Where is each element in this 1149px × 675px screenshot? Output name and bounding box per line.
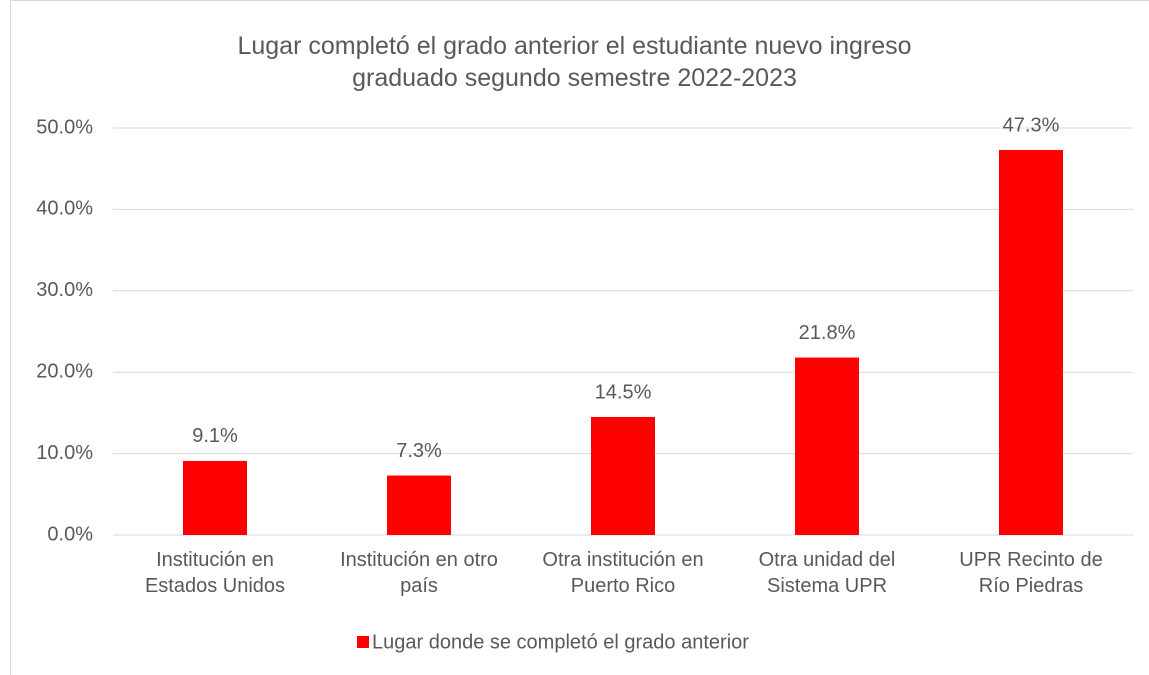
data-label: 14.5% [595, 381, 652, 403]
bar [999, 149, 1063, 535]
bar [591, 416, 655, 535]
y-tick-label: 40.0% [36, 198, 93, 220]
y-tick-label: 0.0% [47, 523, 93, 545]
bar [387, 475, 451, 535]
x-tick-label: Institución en otro país [340, 549, 498, 597]
legend-swatch [357, 636, 369, 648]
chart-border [10, 0, 1149, 675]
data-label: 7.3% [396, 440, 442, 462]
data-label: 9.1% [192, 425, 238, 447]
x-tick-label: Otra institución en Puerto Rico [542, 549, 704, 597]
y-tick-label: 50.0% [36, 116, 93, 138]
bar [795, 357, 859, 535]
x-tick-label: Otra unidad del Sistema UPR [758, 549, 896, 597]
data-label: 21.8% [799, 322, 856, 344]
x-tick-label: UPR Recinto de Río Piedras [959, 549, 1103, 597]
y-tick-label: 10.0% [36, 442, 93, 464]
bar [183, 460, 247, 535]
legend-label: Lugar donde se completó el grado anterio… [372, 631, 749, 653]
y-tick-label: 30.0% [36, 279, 93, 301]
data-label: 47.3% [1003, 114, 1060, 136]
chart-title: Lugar completó el grado anterior el estu… [237, 32, 912, 92]
x-tick-label: Institución en Estados Unidos [144, 549, 286, 597]
y-tick-label: 20.0% [36, 360, 93, 382]
